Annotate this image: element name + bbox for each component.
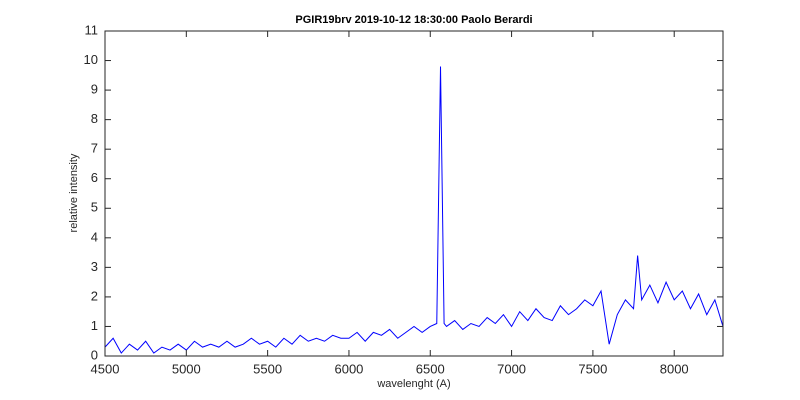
x-tick-label: 5000 xyxy=(172,361,201,376)
y-tick-label: 11 xyxy=(85,22,99,37)
x-tick-label: 5500 xyxy=(253,361,282,376)
y-tick-label: 7 xyxy=(91,141,98,156)
x-tick-label: 6000 xyxy=(334,361,363,376)
y-tick-label: 6 xyxy=(91,170,98,185)
spectrum-line xyxy=(104,66,724,354)
x-tick-label: 4500 xyxy=(91,361,120,376)
y-tick-label: 4 xyxy=(91,229,98,244)
y-tick-label: 10 xyxy=(84,52,98,67)
y-tick-label: 5 xyxy=(91,200,98,215)
x-tick-label: 8000 xyxy=(660,361,689,376)
plot-frame xyxy=(104,30,724,357)
y-tick-label: 9 xyxy=(91,82,98,97)
y-tick-label: 1 xyxy=(91,318,98,333)
y-tick-label: 8 xyxy=(91,111,98,126)
x-tick-label: 6500 xyxy=(416,361,445,376)
y-tick-label: 3 xyxy=(91,259,98,274)
y-axis-label: relative intensity xyxy=(68,153,80,232)
y-tick-label: 2 xyxy=(91,288,98,303)
x-tick-label: 7000 xyxy=(497,361,526,376)
x-axis-label: wavelenght (A) xyxy=(376,378,450,390)
chart-title: PGIR19brv 2019-10-12 18:30:00 Paolo Bera… xyxy=(295,14,532,26)
x-tick-label: 7500 xyxy=(578,361,607,376)
y-tick-label: 0 xyxy=(91,347,98,362)
